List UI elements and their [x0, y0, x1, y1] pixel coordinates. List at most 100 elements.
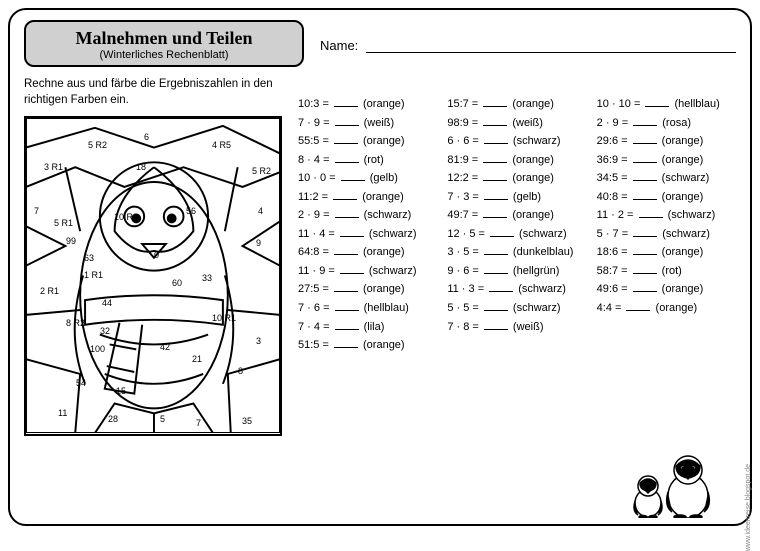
answer-blank[interactable]	[490, 227, 514, 237]
color-hint: (orange)	[509, 98, 554, 110]
color-hint: (hellgrün)	[510, 265, 560, 277]
picture-number: 6	[144, 132, 149, 142]
answer-blank[interactable]	[334, 134, 358, 144]
answer-blank[interactable]	[335, 153, 359, 163]
problem: 18:6 = (orange)	[597, 245, 736, 259]
answer-blank[interactable]	[484, 320, 508, 330]
problem: 34:5 = (schwarz)	[597, 171, 736, 185]
name-blank-line[interactable]	[366, 52, 736, 53]
answer-blank[interactable]	[335, 320, 359, 330]
problem-expr: 2 · 9 =	[597, 117, 632, 129]
answer-blank[interactable]	[484, 190, 508, 200]
color-hint: (weiß)	[361, 117, 395, 129]
problem: 12 · 5 = (schwarz)	[447, 227, 586, 241]
answer-blank[interactable]	[483, 171, 507, 181]
answer-blank[interactable]	[645, 97, 669, 107]
problem: 49:7 = (orange)	[447, 208, 586, 222]
answer-blank[interactable]	[333, 190, 357, 200]
color-hint: (dunkelblau)	[510, 246, 574, 258]
problem-expr: 11 · 3 =	[447, 283, 487, 295]
answer-blank[interactable]	[334, 338, 358, 348]
color-hint: (schwarz)	[510, 302, 561, 314]
answer-blank[interactable]	[483, 208, 507, 218]
picture-number: 10 R8	[114, 212, 138, 222]
problem: 15:7 = (orange)	[447, 97, 586, 111]
answer-blank[interactable]	[633, 227, 657, 237]
picture-number: 99	[66, 236, 76, 246]
answer-blank[interactable]	[334, 245, 358, 255]
answer-blank[interactable]	[340, 264, 364, 274]
answer-blank[interactable]	[335, 116, 359, 126]
answer-blank[interactable]	[340, 227, 364, 237]
answer-blank[interactable]	[335, 208, 359, 218]
picture-number: 15	[116, 386, 126, 396]
problem-expr: 27:5 =	[298, 283, 332, 295]
problem-expr: 9 · 6 =	[447, 265, 482, 277]
answer-blank[interactable]	[483, 116, 507, 126]
answer-blank[interactable]	[334, 97, 358, 107]
picture-number: 60	[172, 278, 182, 288]
problem: 10 · 10 = (hellblau)	[597, 97, 736, 111]
problem: 7 · 8 = (weiß)	[447, 320, 586, 334]
answer-blank[interactable]	[633, 171, 657, 181]
picture-number: 5 R1	[54, 218, 73, 228]
problem: 81:9 = (orange)	[447, 153, 586, 167]
color-hint: (orange)	[659, 246, 704, 258]
problem-expr: 58:7 =	[597, 265, 631, 277]
header: Malnehmen und Teilen (Winterliches Reche…	[24, 20, 736, 67]
problem: 7 · 9 = (weiß)	[298, 116, 437, 130]
answer-blank[interactable]	[633, 282, 657, 292]
color-hint: (orange)	[360, 339, 405, 351]
credit-text: www.ideenreise.blogspot.de	[745, 464, 752, 551]
answer-blank[interactable]	[489, 282, 513, 292]
problem-expr: 15:7 =	[447, 98, 481, 110]
answer-blank[interactable]	[341, 171, 365, 181]
answer-blank[interactable]	[633, 264, 657, 274]
picture-number: 33	[202, 273, 212, 283]
problem: 11:2 = (orange)	[298, 190, 437, 204]
answer-blank[interactable]	[633, 134, 657, 144]
problem: 8 · 4 = (rot)	[298, 153, 437, 167]
color-hint: (schwarz)	[659, 228, 710, 240]
answer-blank[interactable]	[633, 245, 657, 255]
problem: 12:2 = (orange)	[447, 171, 586, 185]
answer-blank[interactable]	[626, 301, 650, 311]
color-hint: (orange)	[659, 135, 704, 147]
answer-blank[interactable]	[633, 190, 657, 200]
answer-blank[interactable]	[334, 282, 358, 292]
picture-number: 11	[58, 408, 67, 418]
problem-expr: 11:2 =	[298, 191, 331, 203]
problem-expr: 18:6 =	[597, 246, 631, 258]
picture-number: 10 R1	[212, 313, 236, 323]
left-column: Rechne aus und färbe die Ergebniszahlen …	[24, 77, 284, 436]
answer-blank[interactable]	[633, 116, 657, 126]
color-hint: (orange)	[659, 283, 704, 295]
instructions: Rechne aus und färbe die Ergebniszahlen …	[24, 77, 284, 108]
answer-blank[interactable]	[633, 153, 657, 163]
problem-column-0: 10:3 = (orange)7 · 9 = (weiß)55:5 = (ora…	[298, 97, 437, 436]
problem: 58:7 = (rot)	[597, 264, 736, 278]
problem-expr: 7 · 3 =	[447, 191, 482, 203]
problem-expr: 36:9 =	[597, 154, 631, 166]
problem: 4:4 = (orange)	[597, 301, 736, 315]
coloring-picture: 5 R264 R53 R1185 R275 R110 R85649963091 …	[24, 116, 282, 436]
problem-expr: 10 · 10 =	[597, 98, 644, 110]
answer-blank[interactable]	[484, 264, 508, 274]
color-hint: (schwarz)	[510, 135, 561, 147]
color-hint: (orange)	[359, 191, 404, 203]
color-hint: (hellblau)	[671, 98, 719, 110]
answer-blank[interactable]	[484, 301, 508, 311]
color-hint: (rot)	[659, 265, 682, 277]
answer-blank[interactable]	[483, 97, 507, 107]
answer-blank[interactable]	[484, 134, 508, 144]
answer-blank[interactable]	[483, 153, 507, 163]
answer-blank[interactable]	[335, 301, 359, 311]
problem-expr: 29:6 =	[597, 135, 631, 147]
answer-blank[interactable]	[484, 245, 508, 255]
answer-blank[interactable]	[639, 208, 663, 218]
color-hint: (rot)	[361, 154, 384, 166]
picture-number: 63	[84, 253, 94, 263]
problem: 9 · 6 = (hellgrün)	[447, 264, 586, 278]
problem-expr: 3 · 5 =	[447, 246, 482, 258]
problem-expr: 98:9 =	[447, 117, 481, 129]
